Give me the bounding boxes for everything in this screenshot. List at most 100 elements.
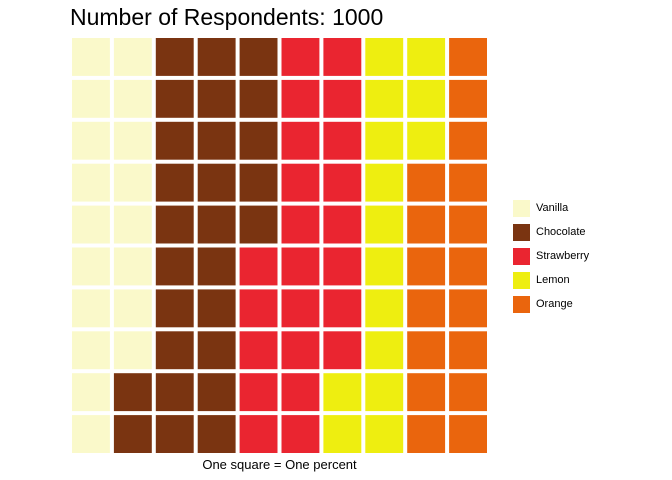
waffle-square-orange (449, 331, 487, 370)
waffle-square-strawberry (239, 289, 278, 328)
waffle-square-vanilla (113, 205, 152, 244)
waffle-square-chocolate (239, 205, 278, 244)
waffle-square-lemon (365, 373, 404, 412)
waffle-square-orange (449, 415, 487, 453)
waffle-square-strawberry (323, 289, 362, 328)
waffle-square-lemon (365, 121, 404, 160)
waffle-square-chocolate (155, 331, 194, 370)
legend-item-chocolate: Chocolate (513, 220, 663, 244)
legend-label: Vanilla (536, 202, 569, 214)
waffle-square-chocolate (197, 79, 236, 118)
waffle-square-lemon (365, 415, 404, 453)
waffle-square-strawberry (281, 38, 320, 76)
waffle-square-vanilla (113, 79, 152, 118)
waffle-square-chocolate (155, 415, 194, 453)
legend-swatch (513, 199, 530, 217)
waffle-chart (70, 36, 489, 455)
waffle-square-lemon (407, 79, 446, 118)
waffle-square-lemon (365, 247, 404, 286)
waffle-square-vanilla (72, 289, 110, 328)
waffle-square-chocolate (239, 79, 278, 118)
waffle-square-chocolate (155, 163, 194, 202)
waffle-square-chocolate (155, 247, 194, 286)
waffle-square-chocolate (239, 38, 278, 76)
waffle-square-lemon (365, 205, 404, 244)
waffle-square-strawberry (281, 247, 320, 286)
waffle-square-chocolate (197, 373, 236, 412)
waffle-square-lemon (365, 289, 404, 328)
waffle-square-vanilla (113, 331, 152, 370)
waffle-square-strawberry (239, 331, 278, 370)
waffle-square-chocolate (197, 415, 236, 453)
waffle-square-orange (449, 289, 487, 328)
waffle-square-vanilla (113, 38, 152, 76)
waffle-square-chocolate (197, 163, 236, 202)
waffle-square-chocolate (197, 247, 236, 286)
legend-swatch (513, 295, 530, 313)
waffle-square-strawberry (281, 163, 320, 202)
waffle-square-chocolate (197, 205, 236, 244)
waffle-square-vanilla (72, 121, 110, 160)
waffle-square-strawberry (239, 373, 278, 412)
waffle-square-lemon (323, 415, 362, 453)
waffle-square-vanilla (72, 163, 110, 202)
waffle-square-strawberry (323, 331, 362, 370)
legend-label: Orange (536, 298, 573, 310)
legend: Vanilla Chocolate Strawberry Lemon Orange (513, 196, 663, 316)
waffle-square-vanilla (72, 415, 110, 453)
waffle-square-chocolate (155, 38, 194, 76)
waffle-square-lemon (365, 79, 404, 118)
legend-swatch (513, 271, 530, 289)
waffle-square-strawberry (239, 247, 278, 286)
waffle-square-strawberry (281, 331, 320, 370)
waffle-square-orange (407, 373, 446, 412)
waffle-square-orange (449, 79, 487, 118)
waffle-square-vanilla (72, 373, 110, 412)
waffle-square-strawberry (239, 415, 278, 453)
chart-title: Number of Respondents: 1000 (70, 4, 384, 30)
waffle-square-orange (407, 415, 446, 453)
legend-label: Lemon (536, 274, 570, 286)
waffle-square-strawberry (281, 121, 320, 160)
waffle-square-strawberry (323, 79, 362, 118)
waffle-square-vanilla (72, 331, 110, 370)
waffle-square-chocolate (197, 38, 236, 76)
waffle-square-chocolate (197, 289, 236, 328)
waffle-square-lemon (407, 121, 446, 160)
waffle-square-chocolate (113, 415, 152, 453)
waffle-square-chocolate (197, 331, 236, 370)
legend-label: Strawberry (536, 250, 590, 262)
x-axis-caption: One square = One percent (202, 457, 357, 472)
legend-item-vanilla: Vanilla (513, 196, 663, 220)
waffle-square-strawberry (323, 38, 362, 76)
waffle-square-vanilla (72, 205, 110, 244)
waffle-square-vanilla (72, 247, 110, 286)
legend-item-lemon: Lemon (513, 268, 663, 292)
legend-swatch (513, 247, 530, 265)
waffle-square-chocolate (239, 163, 278, 202)
waffle-square-orange (449, 373, 487, 412)
waffle-square-vanilla (72, 38, 110, 76)
waffle-square-lemon (365, 163, 404, 202)
waffle-square-strawberry (323, 163, 362, 202)
waffle-square-orange (407, 205, 446, 244)
waffle-square-orange (407, 331, 446, 370)
waffle-square-strawberry (281, 79, 320, 118)
waffle-square-orange (449, 247, 487, 286)
legend-swatch (513, 223, 530, 241)
waffle-square-vanilla (113, 121, 152, 160)
legend-item-orange: Orange (513, 292, 663, 316)
legend-label: Chocolate (536, 226, 586, 238)
waffle-square-orange (407, 163, 446, 202)
waffle-square-chocolate (197, 121, 236, 160)
waffle-square-orange (449, 205, 487, 244)
waffle-square-strawberry (323, 205, 362, 244)
waffle-square-strawberry (281, 205, 320, 244)
waffle-square-chocolate (155, 205, 194, 244)
waffle-square-chocolate (155, 289, 194, 328)
waffle-square-orange (449, 163, 487, 202)
waffle-square-lemon (365, 38, 404, 76)
waffle-square-strawberry (323, 247, 362, 286)
waffle-square-lemon (323, 373, 362, 412)
waffle-square-chocolate (239, 121, 278, 160)
